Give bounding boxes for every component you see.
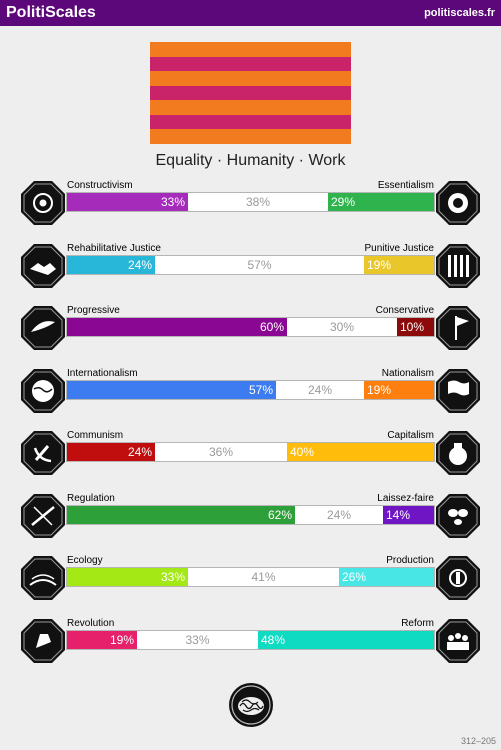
axis-bar: 62% 24% 14% (66, 504, 435, 525)
axis-middle-segment: 30% (329, 320, 355, 334)
people-icon (435, 618, 481, 664)
axis-row: Communism Capitalism 24% 36% 40% (0, 430, 501, 492)
axis-bar: 60% 30% 10% (66, 317, 435, 337)
factory-icon (435, 555, 481, 601)
axis-right-segment: 19% (364, 380, 434, 399)
axis-middle-segment: 57% (247, 257, 272, 272)
axis-left-label: Communism (67, 430, 124, 441)
axis-right-segment: 10% (397, 318, 434, 336)
brain-icon (228, 682, 274, 728)
axis-right-segment: 40% (287, 443, 434, 461)
eye-icon (20, 180, 66, 226)
axis-left-segment: 19% (67, 630, 137, 649)
flag-stripe (150, 56, 351, 72)
site-link[interactable]: politiscales.fr (424, 7, 495, 19)
waving-flag-icon (435, 368, 481, 414)
axis-left-segment: 60% (67, 318, 287, 336)
axis-row: Ecology Production 33% 41% 26% (0, 555, 501, 617)
money-bag-icon (435, 430, 481, 476)
flag-stripe (150, 85, 351, 101)
flag-stripe (150, 71, 351, 86)
scales-icon (20, 493, 66, 539)
axis-right-label: Reform (401, 617, 434, 629)
axis-right-segment: 29% (328, 193, 434, 211)
axis-bar: 24% 36% 40% (66, 442, 435, 462)
axis-left-segment: 57% (67, 380, 276, 399)
axis-middle-segment: 41% (251, 570, 276, 584)
axis-middle-segment: 36% (208, 445, 234, 459)
axis-right-segment: 48% (258, 630, 434, 649)
axis-right-segment: 14% (383, 505, 434, 524)
axis-right-segment: 19% (364, 255, 434, 274)
header-bar: PolitiScales politiscales.fr (0, 0, 501, 26)
axis-right-label: Capitalism (387, 430, 434, 441)
axis-left-label: Ecology (67, 555, 103, 566)
axis-right-segment: 26% (339, 568, 434, 586)
axis-left-label: Rehabilitative Justice (67, 242, 161, 254)
axis-right-label: Essentialism (377, 180, 434, 191)
flag-pole-icon (435, 305, 481, 351)
flag-stripe (150, 100, 351, 115)
axis-middle-segment: 38% (245, 195, 271, 209)
axis-left-segment: 33% (67, 193, 188, 211)
axis-left-segment: 62% (67, 505, 295, 524)
axis-left-segment: 24% (67, 443, 155, 461)
axis-left-segment: 33% (67, 568, 188, 586)
axis-left-label: Constructivism (67, 180, 133, 191)
axis-left-label: Regulation (67, 492, 115, 504)
axis-row: Progressive Conservative 60% 30% 10% (0, 305, 501, 367)
globe-icon (20, 368, 66, 414)
axis-row: Regulation Laissez-faire 62% 24% 14% (0, 493, 501, 555)
axis-right-label: Nationalism (381, 367, 434, 379)
result-flag (150, 42, 351, 144)
result-code: 312–205 (460, 736, 496, 746)
app-title[interactable]: PolitiScales (6, 4, 96, 21)
axis-bar: 57% 24% 19% (66, 379, 435, 400)
axis-bar: 24% 57% 19% (66, 254, 435, 275)
axis-middle-segment: 24% (307, 382, 333, 397)
axis-right-label: Laissez-faire (377, 492, 434, 504)
axis-left-label: Progressive (67, 305, 120, 316)
flag-stripe (150, 42, 351, 57)
fist-icon (20, 618, 66, 664)
handshake-icon (20, 243, 66, 289)
axis-row: Revolution Reform 19% 33% 48% (0, 618, 501, 680)
axis-row: Constructivism Essentialism 33% 38% 29% (0, 180, 501, 242)
axis-middle-segment: 24% (326, 507, 352, 522)
hammer-sickle-icon (20, 430, 66, 476)
axis-bar: 33% 38% 29% (66, 192, 435, 212)
axis-right-label: Punitive Justice (364, 242, 434, 254)
prison-bars-icon (435, 243, 481, 289)
axis-row: Rehabilitative Justice Punitive Justice 24… (0, 243, 501, 305)
axis-right-label: Conservative (375, 305, 434, 316)
axis-bar: 33% 41% 26% (66, 567, 435, 587)
wind-icon (20, 305, 66, 351)
field-icon (20, 555, 66, 601)
flag-stripe (150, 114, 351, 130)
axis-right-label: Production (386, 555, 434, 566)
axis-row: Internationalism Nationalism 57% 24% 19% (0, 368, 501, 430)
axis-left-label: Revolution (67, 617, 115, 629)
axis-middle-segment: 33% (185, 632, 210, 647)
flag-stripe (150, 129, 351, 144)
butterflies-icon (435, 493, 481, 539)
axis-left-label: Internationalism (67, 367, 138, 379)
axis-bar: 19% 33% 48% (66, 629, 435, 650)
motto-text: Equality · Humanity · Work (155, 152, 346, 169)
axis-left-segment: 24% (67, 255, 155, 274)
dna-icon (435, 180, 481, 226)
